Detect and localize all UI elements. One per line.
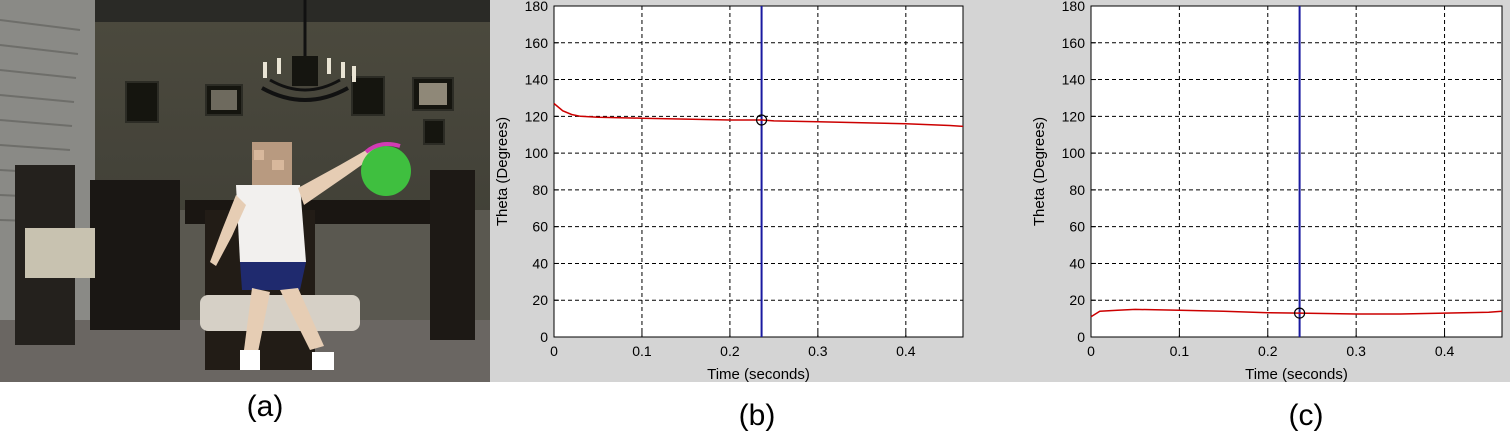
y-tick-label: 0	[540, 329, 548, 345]
theta-charts: 0 20 40 60 80 100 120 140 160 180 0 0.1 0.2 0.3 0.4 Tim…	[494, 0, 1503, 383]
x-axis-label: Time (seconds)	[707, 366, 810, 383]
y-tick-label: 60	[1069, 219, 1085, 235]
y-tick-label: 100	[525, 145, 549, 161]
y-tick-label: 0	[1077, 329, 1085, 345]
x-tick-label: 0	[1087, 343, 1095, 359]
y-tick-label: 20	[1069, 292, 1085, 308]
child-seated-reaching-photo-icon	[0, 0, 490, 382]
plot-area-b	[554, 6, 963, 337]
y-axis-label: Theta (Degrees)	[1031, 117, 1048, 226]
theta-series-line	[553, 102, 964, 128]
y-axis-label: Theta (Degrees)	[494, 117, 511, 226]
y-tick-label: 160	[1062, 35, 1086, 51]
x-tick-label: 0.4	[1435, 343, 1455, 359]
y-tick-label: 140	[525, 72, 549, 88]
x-tick-label: 0	[550, 343, 558, 359]
x-tick-label: 0.1	[632, 343, 652, 359]
y-tick-label: 40	[1069, 255, 1085, 271]
y-tick-label: 180	[1062, 0, 1086, 14]
x-tick-label: 0.2	[720, 343, 740, 359]
plot-frame-b	[553, 5, 964, 338]
x-axis-label: Time (seconds)	[1245, 366, 1348, 383]
y-tick-label: 120	[1062, 108, 1086, 124]
y-tick-label: 20	[532, 292, 548, 308]
y-tick-label: 120	[525, 108, 549, 124]
theta-series-line	[1090, 308, 1503, 318]
y-tick-label: 160	[525, 35, 549, 51]
plot-area-c	[1091, 6, 1502, 337]
y-tick-label: 40	[532, 255, 548, 271]
x-tick-label: 0.2	[1258, 343, 1278, 359]
y-tick-label: 60	[532, 219, 548, 235]
current-point-marker	[755, 114, 768, 126]
y-tick-label: 80	[1069, 182, 1085, 198]
current-point-marker	[1293, 307, 1306, 319]
y-tick-label: 100	[1062, 145, 1086, 161]
x-tick-label: 0.3	[1346, 343, 1366, 359]
x-tick-label: 0.3	[808, 343, 828, 359]
green-target-icon	[361, 146, 411, 196]
x-tick-label: 0.4	[896, 343, 916, 359]
x-tick-label: 0.1	[1170, 343, 1190, 359]
y-tick-label: 80	[532, 182, 548, 198]
y-tick-label: 180	[525, 0, 549, 14]
caption-a: (a)	[246, 390, 284, 423]
caption-b: (b)	[738, 399, 776, 432]
plot-frame-c	[1090, 5, 1503, 338]
caption-c: (c)	[1288, 399, 1324, 432]
y-tick-label: 140	[1062, 72, 1086, 88]
